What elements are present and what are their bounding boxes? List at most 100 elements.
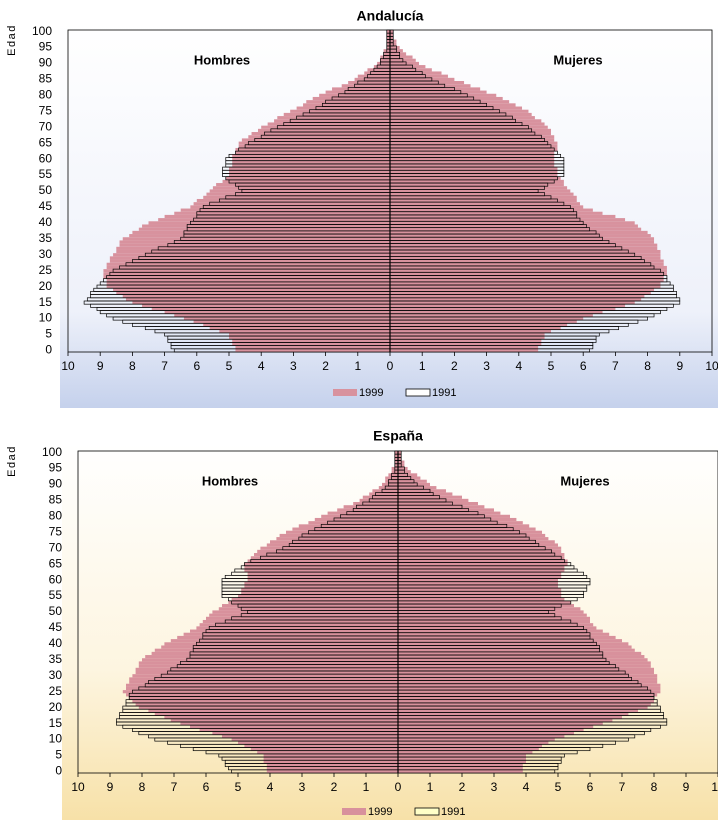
- bar: [398, 741, 549, 745]
- bar: [263, 753, 398, 758]
- bar: [386, 45, 390, 50]
- y-axis-label: Edad: [6, 445, 18, 477]
- bar: [122, 690, 399, 694]
- bar: [390, 186, 568, 190]
- bar: [398, 527, 536, 531]
- x-tick-label: 1: [419, 359, 426, 373]
- bar: [238, 594, 398, 598]
- bar: [132, 230, 390, 235]
- bar: [229, 173, 390, 177]
- bar: [398, 642, 629, 646]
- bar: [244, 565, 398, 569]
- bar: [383, 52, 390, 56]
- bar: [390, 297, 642, 301]
- x-tick-label: 6: [587, 780, 594, 794]
- y-tick-label: 90: [39, 56, 53, 70]
- bar: [398, 619, 590, 624]
- bar: [386, 42, 390, 46]
- bar: [279, 533, 398, 538]
- bar: [369, 492, 398, 496]
- bar: [398, 521, 523, 525]
- bar: [341, 84, 390, 88]
- y-tick-label: 75: [49, 524, 63, 538]
- bar: [390, 55, 413, 59]
- bar: [398, 753, 526, 758]
- x-tick-label: 2: [459, 780, 466, 794]
- bar: [222, 179, 390, 184]
- bar: [398, 728, 584, 732]
- bar: [398, 572, 562, 576]
- bar: [231, 597, 398, 601]
- bar: [138, 227, 390, 231]
- bar: [206, 616, 398, 620]
- x-tick-label: 8: [129, 359, 136, 373]
- bar: [398, 616, 590, 620]
- x-tick-label: 5: [235, 780, 242, 794]
- bar: [292, 527, 398, 531]
- bar: [267, 122, 390, 126]
- bar: [398, 514, 510, 518]
- bar: [190, 205, 390, 209]
- x-tick-label: 9: [107, 780, 114, 794]
- bar: [398, 725, 594, 729]
- x-tick-label: 2: [451, 359, 458, 373]
- x-tick-label: 8: [644, 359, 651, 373]
- x-tick-label: 3: [483, 359, 490, 373]
- bar: [390, 269, 667, 273]
- bar: [390, 195, 577, 199]
- x-tick-label: 1: [354, 359, 361, 373]
- bar: [148, 709, 398, 713]
- bar: [308, 521, 398, 525]
- bar: [154, 712, 398, 716]
- y-tick-label: 5: [45, 327, 52, 341]
- bar: [398, 578, 558, 582]
- bar: [116, 246, 391, 250]
- bar: [109, 259, 391, 263]
- y-tick-label: 25: [39, 263, 53, 277]
- bar: [398, 760, 526, 764]
- bar: [390, 214, 616, 219]
- x-tick-label: 9: [97, 359, 104, 373]
- y-tick-label: 55: [49, 588, 63, 602]
- y-tick-label: 10: [49, 732, 63, 746]
- y-tick-label: 70: [49, 540, 63, 554]
- bar: [257, 750, 398, 754]
- bar: [398, 511, 501, 515]
- bar: [154, 648, 398, 652]
- bar: [398, 670, 654, 675]
- bar: [390, 65, 426, 69]
- bar: [180, 721, 398, 726]
- bar: [398, 495, 462, 499]
- x-tick-label: 7: [171, 780, 178, 794]
- bar: [390, 141, 558, 145]
- annotation: Hombres: [202, 473, 258, 488]
- bar: [151, 307, 390, 311]
- bar: [390, 202, 580, 206]
- bar: [390, 205, 584, 209]
- bar: [135, 670, 398, 675]
- bar: [390, 300, 635, 305]
- bar: [398, 655, 645, 659]
- bar: [353, 502, 398, 506]
- bar: [390, 230, 648, 235]
- bar: [164, 715, 398, 719]
- bar: [142, 304, 390, 308]
- bar: [390, 272, 667, 276]
- bar: [398, 524, 530, 528]
- x-tick-label: 1: [363, 780, 370, 794]
- bar: [244, 581, 398, 585]
- bar: [116, 249, 391, 254]
- bar: [398, 645, 632, 649]
- bar: [241, 591, 398, 595]
- y-tick-label: 15: [49, 716, 63, 730]
- bar: [106, 285, 390, 289]
- bar: [390, 93, 497, 97]
- bar: [398, 731, 574, 735]
- bar: [390, 87, 481, 91]
- bar: [398, 466, 408, 471]
- bar: [367, 68, 390, 72]
- bar: [296, 106, 390, 110]
- bar: [398, 575, 562, 579]
- bar: [203, 323, 390, 327]
- bar: [337, 508, 398, 512]
